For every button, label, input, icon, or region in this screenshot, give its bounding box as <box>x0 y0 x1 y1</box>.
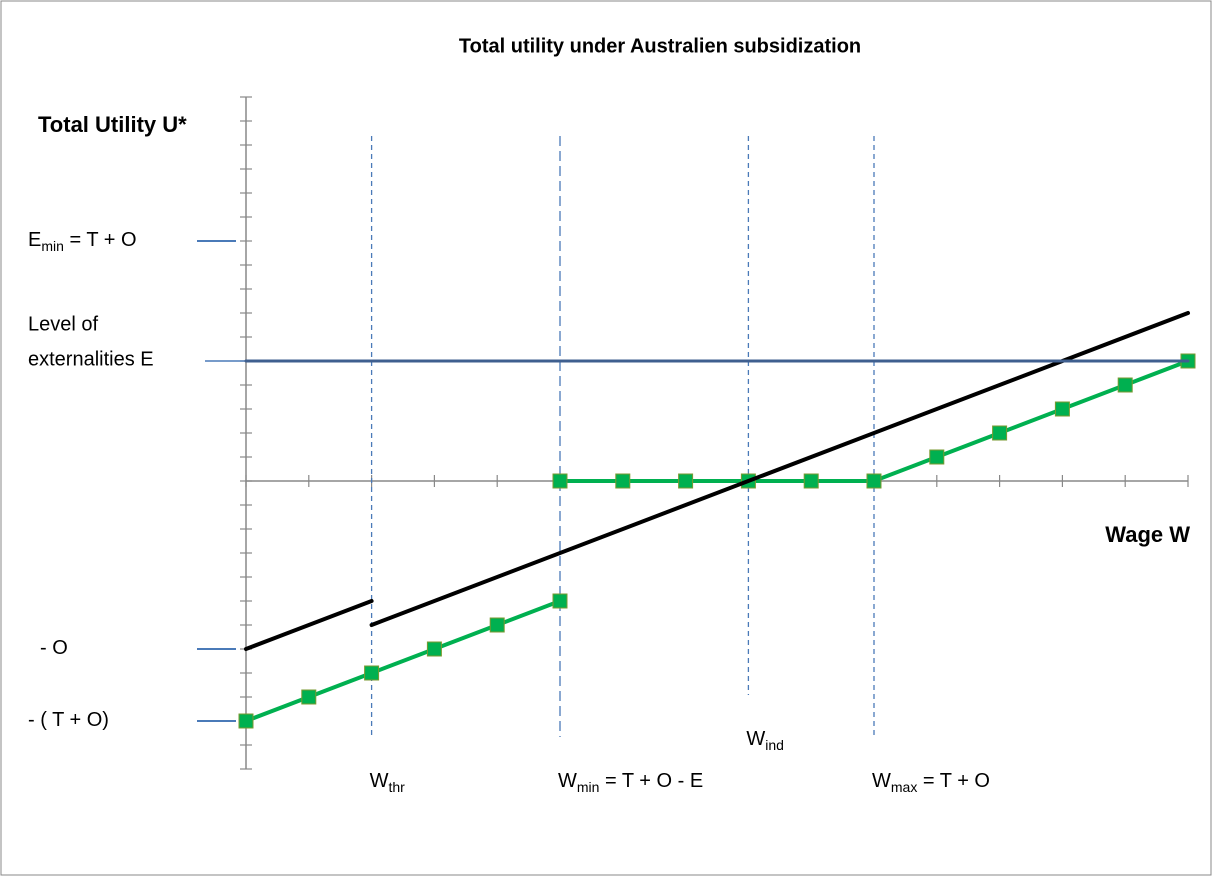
y-annotation: Level of <box>28 313 98 335</box>
annotation-sub: max <box>891 779 917 795</box>
annotation-rest: = T + O <box>64 229 137 251</box>
annotation-sub: min <box>41 238 64 254</box>
marker <box>929 449 945 465</box>
y-axis-label: Total Utility U* <box>38 112 187 137</box>
annotation-main: W <box>872 770 891 792</box>
x-annotation: Wmin = T + O - E <box>558 770 703 794</box>
marker <box>1117 377 1133 393</box>
series-line <box>369 311 1190 627</box>
marker <box>552 473 568 489</box>
x-annotation: Wmax = T + O <box>872 770 990 794</box>
marker <box>992 425 1008 441</box>
series-line <box>244 599 562 723</box>
annotation-main: W <box>558 770 577 792</box>
y-annotation: - ( T + O) <box>28 709 109 731</box>
y-annotation: Emin = T + O <box>28 229 137 253</box>
marker <box>803 473 819 489</box>
annotation-main: E <box>28 229 41 251</box>
annotation-rest: = T + O - E <box>599 770 703 792</box>
marker <box>615 473 631 489</box>
annotation-sub: min <box>577 779 600 795</box>
marker <box>552 593 568 609</box>
annotation-sub: thr <box>388 779 405 795</box>
marker <box>426 641 442 657</box>
y-annotation: externalities E <box>28 348 154 370</box>
annotation-rest: = T + O <box>917 770 990 792</box>
marker <box>489 617 505 633</box>
marker <box>238 713 254 729</box>
x-annotation: Wind <box>746 728 784 752</box>
y-annotation: - O <box>40 637 68 659</box>
marker <box>678 473 694 489</box>
series-line <box>244 599 374 651</box>
annotation-sub: ind <box>765 737 784 753</box>
x-annotation: Wthr <box>370 770 406 794</box>
marker <box>364 665 380 681</box>
marker <box>1054 401 1070 417</box>
annotation-main: - ( T + O) <box>28 709 109 731</box>
annotation-main: W <box>746 728 765 750</box>
marker <box>866 473 882 489</box>
annotation-main: W <box>370 770 389 792</box>
x-axis-label: Wage W <box>1105 522 1190 547</box>
chart-title: Total utility under Australien subsidiza… <box>459 35 861 57</box>
marker <box>301 689 317 705</box>
annotation-main: - O <box>40 637 68 659</box>
